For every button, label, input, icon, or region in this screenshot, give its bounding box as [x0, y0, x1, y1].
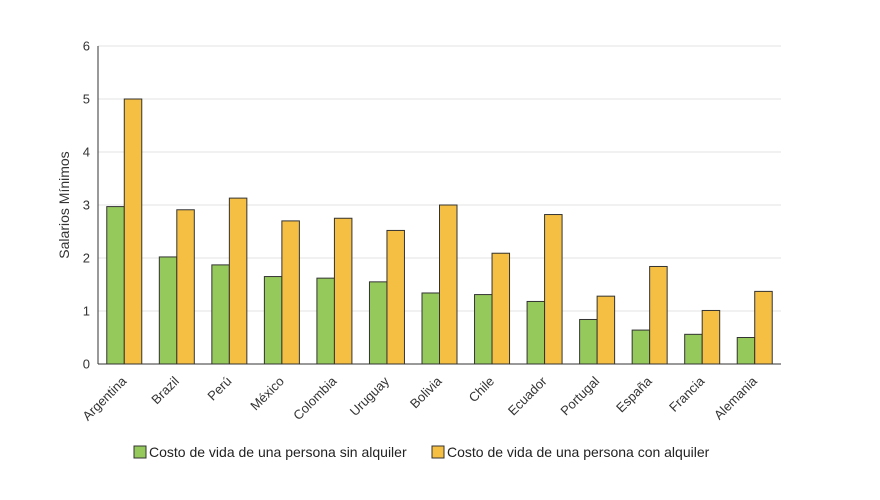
legend-swatch: [431, 445, 445, 459]
x-tick-label: Francia: [666, 373, 708, 415]
legend-swatch: [133, 445, 147, 459]
x-tick-label: Bolivia: [407, 373, 445, 411]
bar-con-alquiler: [596, 295, 616, 365]
y-tick-label: 3: [83, 198, 90, 213]
bar-con-alquiler: [123, 98, 143, 365]
bars: [106, 98, 773, 365]
bar-con-alquiler: [544, 214, 563, 365]
bar-sin-alquiler: [368, 281, 388, 365]
bar-sin-alquiler: [526, 300, 546, 365]
x-tick-label: Ecuador: [505, 373, 550, 418]
bar-sin-alquiler: [421, 292, 440, 365]
y-tick-label: 2: [83, 251, 90, 266]
legend-label: Costo de vida de una persona sin alquile…: [149, 444, 407, 460]
y-tick-label: 4: [83, 145, 90, 160]
y-tick-label: 1: [83, 304, 90, 319]
bar-sin-alquiler: [316, 277, 335, 365]
x-tick-label: España: [613, 373, 655, 415]
x-tick-label: Colombia: [290, 373, 340, 423]
x-tick-label: Brazil: [148, 373, 182, 407]
x-tick-label: Perú: [204, 374, 234, 404]
legend-label: Costo de vida de una persona con alquile…: [447, 444, 710, 460]
bar-sin-alquiler: [631, 329, 651, 365]
y-tick-label: 5: [83, 92, 90, 107]
x-tick-label: Alemania: [711, 373, 760, 422]
x-tick-label: Uruguay: [347, 373, 393, 419]
bar-con-alquiler: [439, 204, 458, 365]
bar-con-alquiler: [754, 290, 773, 365]
bar-sin-alquiler: [106, 206, 125, 365]
y-tick-label: 0: [83, 357, 90, 372]
y-tick-label: 6: [83, 39, 90, 54]
bar-con-alquiler: [649, 265, 668, 365]
axes: [97, 46, 781, 365]
bar-con-alquiler: [281, 220, 300, 365]
bar-sin-alquiler: [474, 294, 493, 365]
y-axis-title: Salarios Mínimos: [56, 151, 72, 258]
bar-sin-alquiler: [579, 318, 598, 365]
y-axis-ticks: 0 1 2 3 4 5 6: [83, 39, 90, 372]
bar-sin-alquiler: [684, 333, 703, 365]
bar-con-alquiler: [228, 197, 248, 365]
bar-sin-alquiler: [211, 264, 230, 365]
bar-con-alquiler: [701, 309, 721, 365]
bar-con-alquiler: [333, 217, 353, 365]
bar-sin-alquiler: [736, 337, 756, 365]
bar-sin-alquiler: [158, 256, 178, 365]
bar-con-alquiler: [176, 209, 195, 365]
legend: Costo de vida de una persona sin alquile…: [133, 444, 710, 460]
x-tick-label: Argentina: [79, 373, 130, 424]
x-tick-label: México: [247, 374, 287, 414]
bar-con-alquiler: [491, 252, 511, 365]
x-axis-labels: Argentina Brazil Perú México Colombia Uruguay…: [79, 373, 760, 424]
bar-sin-alquiler: [263, 276, 283, 365]
x-tick-label: Portugal: [557, 373, 602, 418]
bar-con-alquiler: [386, 229, 405, 365]
x-tick-label: Chile: [466, 374, 498, 406]
